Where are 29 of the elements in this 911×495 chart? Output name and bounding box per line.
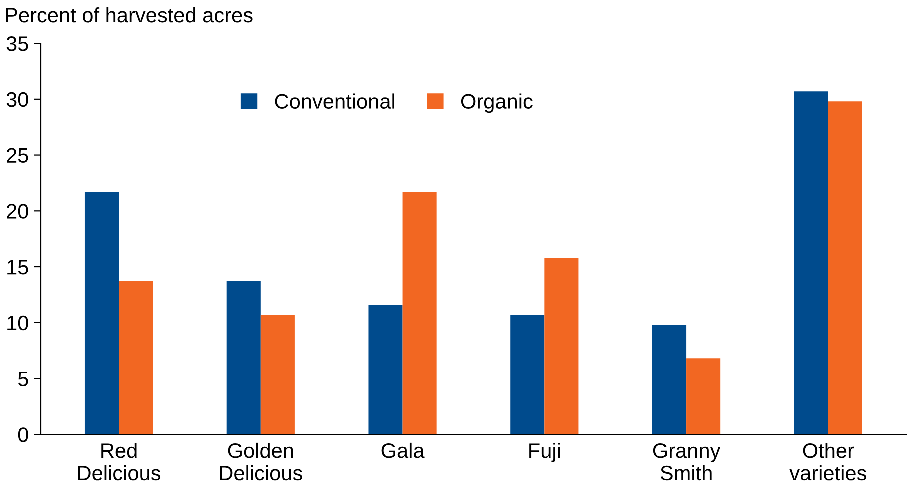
x-tick-label: Other varieties xyxy=(790,442,866,481)
y-tick-label: 20 xyxy=(7,204,28,219)
x-tick-label: Granny Smith xyxy=(653,443,721,481)
bar xyxy=(119,282,154,435)
y-tick-label: 35 xyxy=(6,36,28,52)
bar xyxy=(544,258,579,435)
legend-label: Organic xyxy=(461,94,533,114)
bar xyxy=(368,305,403,435)
x-tick-label: Red Delicious xyxy=(78,442,161,481)
bar xyxy=(828,102,862,435)
bar xyxy=(510,315,545,435)
bar xyxy=(402,192,437,435)
y-tick-label: 5 xyxy=(18,372,28,386)
bar xyxy=(652,325,687,435)
legend-label: Conventional xyxy=(275,94,394,110)
y-tick-label: 0 xyxy=(18,428,28,442)
x-tick-label: Fuji xyxy=(530,442,560,462)
x-tick-label: Golden Delicious xyxy=(220,442,302,481)
bar xyxy=(260,315,295,435)
x-tick-label: Gala xyxy=(382,442,425,458)
y-axis-title: Percent of harvested acres xyxy=(6,7,253,23)
bar xyxy=(686,358,721,435)
y-tick-label: 25 xyxy=(7,148,28,164)
y-tick-label: 10 xyxy=(8,316,28,331)
y-tick-label: 15 xyxy=(8,260,28,275)
bar xyxy=(226,282,261,435)
bar xyxy=(794,92,828,435)
y-tick-label: 30 xyxy=(6,92,28,108)
bar xyxy=(84,192,120,435)
